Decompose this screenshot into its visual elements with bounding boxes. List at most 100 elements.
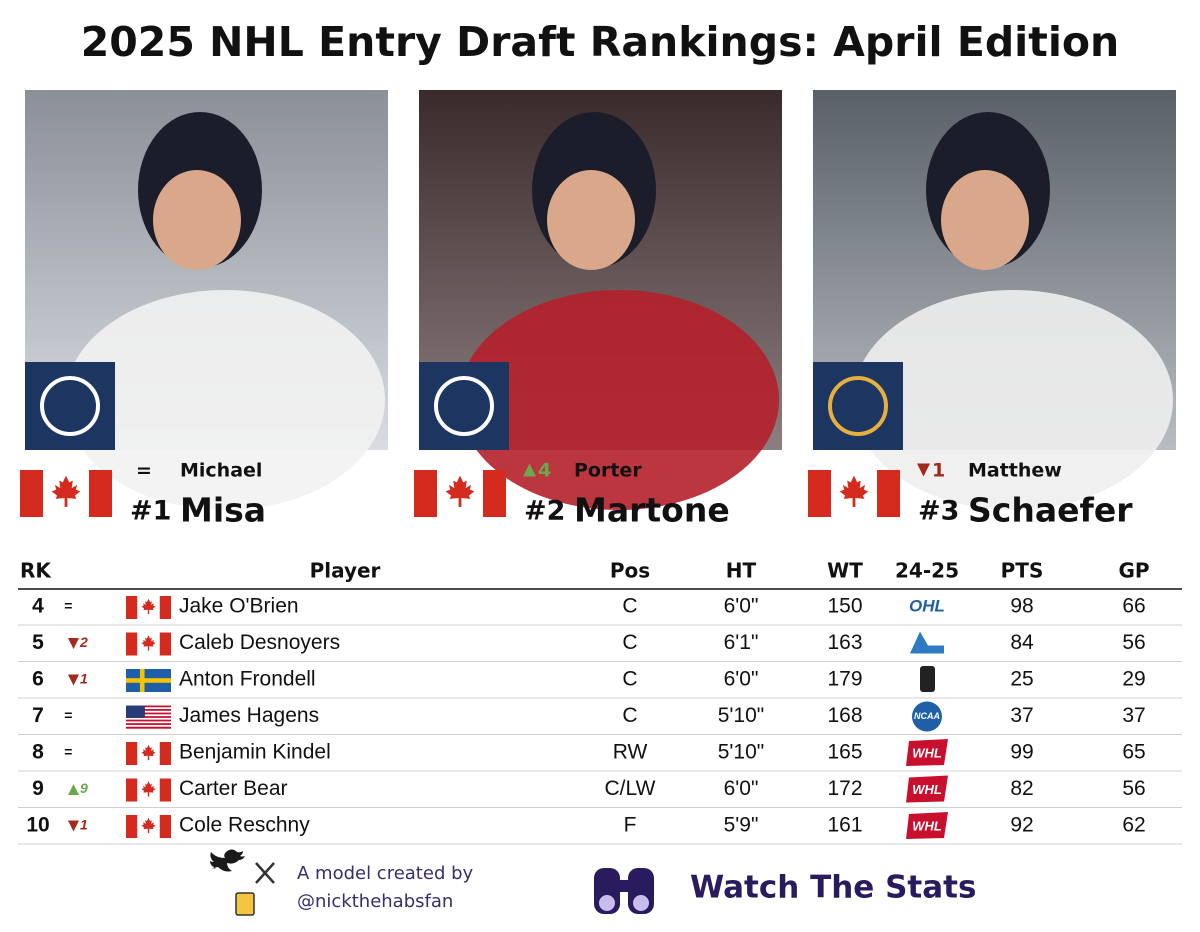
column-header: Player	[310, 559, 381, 583]
flag-stripe	[126, 719, 171, 722]
flag-stripe	[126, 724, 171, 727]
column-header: HT	[726, 559, 757, 583]
games-played: 56	[1122, 777, 1145, 800]
flag-band	[159, 632, 171, 656]
league-logo	[906, 812, 948, 839]
flag-band	[414, 470, 437, 517]
trend-arrow	[68, 674, 79, 686]
games-played: 29	[1122, 668, 1145, 691]
photo-body	[65, 290, 385, 510]
x-icon	[255, 862, 275, 884]
flag-canton	[126, 705, 145, 718]
height: 6'0"	[724, 668, 759, 691]
flag-band	[159, 742, 171, 765]
team-logo	[25, 362, 115, 450]
rank: #1	[130, 496, 171, 527]
points: 37	[1010, 704, 1033, 727]
player-name: Caleb Desnoyers	[179, 631, 340, 654]
last-name: Martone	[574, 491, 730, 530]
position: C	[622, 704, 637, 727]
player-name: Carter Bear	[179, 777, 288, 800]
first-name: Porter	[574, 460, 642, 482]
lens	[633, 895, 649, 911]
rank-change: =	[64, 707, 72, 723]
position: F	[624, 814, 637, 837]
rank-change: =	[136, 460, 152, 482]
player-name: Cole Reschny	[179, 814, 310, 837]
twitter-icon	[210, 849, 245, 872]
trend-arrow	[68, 638, 79, 649]
games-played: 62	[1122, 814, 1145, 837]
trend-arrow	[917, 463, 930, 477]
flag-band	[89, 470, 112, 517]
trend-arrow	[68, 784, 79, 795]
flag-band	[877, 470, 900, 517]
games-played: 65	[1122, 741, 1145, 764]
height: 5'10"	[718, 704, 765, 727]
rank: 10	[26, 814, 49, 837]
binoculars-bridge	[618, 880, 630, 892]
team-logo-mark	[434, 376, 494, 436]
trend-arrow	[68, 820, 79, 832]
first-name: Matthew	[968, 460, 1062, 482]
height: 6'0"	[724, 595, 759, 618]
points: 98	[1010, 595, 1033, 618]
column-header: Pos	[610, 559, 650, 583]
column-header: PTS	[1001, 559, 1044, 583]
games-played: 56	[1122, 631, 1145, 654]
photo-face	[547, 170, 635, 270]
flag-band	[20, 470, 43, 517]
player-name: James Hagens	[179, 704, 319, 727]
maple-leaf	[141, 598, 156, 615]
trend-arrow	[523, 463, 536, 477]
photo-face	[153, 170, 241, 270]
credit: A model created by	[297, 863, 474, 884]
maple-leaf	[445, 475, 475, 507]
games-played: 37	[1122, 704, 1145, 727]
flag-stripe	[126, 726, 171, 729]
weight: 168	[827, 704, 862, 727]
flag-band	[808, 470, 831, 517]
league-logo	[920, 666, 935, 692]
flag-band	[126, 632, 138, 656]
rank: #2	[524, 496, 565, 527]
league-logo	[906, 775, 948, 803]
league-logo-text: WHL	[912, 782, 942, 797]
rank-change: 1	[80, 671, 88, 687]
handle: @nickthehabsfan	[297, 891, 453, 912]
weight: 163	[827, 631, 862, 654]
rank-change: 4	[538, 460, 551, 482]
weight: 165	[827, 741, 862, 764]
rank-change: 1	[80, 817, 88, 833]
position: C	[622, 631, 637, 654]
flag-band	[126, 742, 138, 765]
photo-body	[459, 290, 779, 510]
rank-change: 1	[932, 460, 945, 482]
first-name: Michael	[180, 460, 262, 482]
weight: 161	[827, 814, 862, 837]
maple-leaf	[141, 744, 156, 761]
team-logo	[813, 362, 903, 450]
position: C	[622, 595, 637, 618]
league-logo	[906, 739, 948, 766]
team-logo	[419, 362, 509, 450]
rank: #3	[918, 496, 959, 527]
position: C/LW	[605, 777, 656, 800]
team-logo-mark	[40, 376, 100, 436]
flag-stripe	[126, 717, 171, 720]
flag-stripe	[126, 710, 171, 713]
flag-band	[159, 815, 171, 838]
flag-band	[483, 470, 506, 517]
column-header: GP	[1118, 559, 1149, 583]
league-logo	[912, 701, 942, 732]
height: 6'0"	[724, 777, 759, 800]
photo-face	[941, 170, 1029, 270]
height: 6'1"	[724, 631, 759, 654]
weight: 179	[827, 668, 862, 691]
player-name: Benjamin Kindel	[179, 741, 331, 764]
maple-leaf	[141, 817, 156, 834]
points: 25	[1010, 668, 1033, 691]
column-header: RK	[20, 559, 52, 583]
rank: 8	[32, 741, 44, 764]
league-logo	[910, 631, 944, 654]
